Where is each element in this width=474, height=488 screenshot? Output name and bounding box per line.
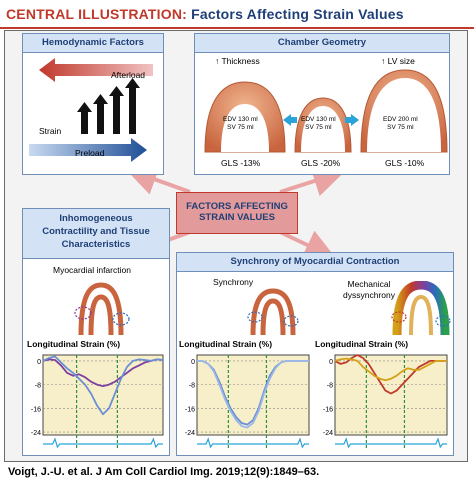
strain-series-line [334, 357, 447, 382]
y-tick-label: -8 [327, 383, 333, 390]
plot-background [334, 354, 448, 436]
y-tick-label: -16 [185, 406, 195, 413]
title-rule [0, 27, 474, 29]
strain-series-line [197, 360, 309, 429]
heart3-volumes: EDV 200 ml SV 75 ml [383, 116, 418, 132]
y-tick-label: 0 [191, 359, 195, 366]
synchrony-heart [247, 288, 299, 336]
synchrony-panel: Synchrony of Myocardial Contraction Sync… [176, 252, 454, 456]
strain-bars [77, 78, 140, 134]
dyssynchrony-label-l2: dyssynchrony [343, 290, 395, 300]
ecg-trace [43, 437, 163, 449]
y-tick-label: -16 [31, 406, 41, 413]
y-tick-label: -8 [35, 383, 41, 390]
center-box: FACTORS AFFECTING STRAIN VALUES [176, 192, 298, 234]
heart1-edv: EDV 130 ml [223, 116, 258, 123]
chamber-title: Chamber Geometry [195, 34, 449, 53]
infarction-label: Myocardial infarction [53, 265, 131, 275]
synchrony-title: Synchrony of Myocardial Contraction [177, 253, 453, 272]
heart-dilated-cavity [367, 78, 441, 152]
inhomogeneous-title-l3: Characteristics [61, 239, 131, 250]
preload-arrow [29, 138, 147, 162]
y-tick-label: -8 [189, 383, 195, 390]
chamber-graphic [204, 69, 448, 153]
mi-plot-title: Longitudinal Strain (%) [27, 339, 121, 349]
heart1-volumes: EDV 130 ml SV 75 ml [223, 116, 258, 132]
afterload-label: Afterload [111, 70, 146, 80]
inhomogeneous-title-l2: Contractility and Tissue [42, 226, 150, 237]
strain-series-line [42, 355, 164, 416]
arrow-left-cyan [283, 114, 297, 126]
heart-thick-cavity [221, 104, 269, 152]
title-text: Factors Affecting Strain Values [191, 6, 404, 22]
hemodynamic-graphic [29, 58, 153, 162]
ecg-trace [335, 437, 447, 449]
heart2-edv: EDV 130 ml [301, 116, 336, 123]
arrow-to-hemodynamic [124, 164, 191, 195]
inhomogeneous-title: Inhomogeneous Contractility and Tissue C… [23, 209, 169, 259]
heart2-gls: GLS -20% [301, 158, 341, 168]
dyssynchrony-label: Mechanical dyssynchrony [343, 279, 395, 301]
citation: Voigt, J.-U. et al. J Am Coll Cardiol Im… [8, 466, 320, 478]
illustration-title: CENTRAL ILLUSTRATION: Factors Affecting … [6, 6, 404, 22]
strain-series-line [334, 354, 447, 395]
strain-series-line [42, 358, 164, 387]
arrow-to-synchrony [279, 230, 337, 260]
sync-plot-title: Longitudinal Strain (%) [179, 339, 273, 349]
y-tick-label: -16 [323, 406, 333, 413]
dyssynchrony-label-l1: Mechanical [347, 279, 391, 289]
y-tick-label: 0 [37, 359, 41, 366]
center-line1: FACTORS AFFECTING [186, 201, 288, 212]
dyssync-plot-title: Longitudinal Strain (%) [315, 339, 409, 349]
inhomogeneous-panel: Inhomogeneous Contractility and Tissue C… [22, 208, 170, 456]
hemodynamic-title: Hemodynamic Factors [23, 34, 163, 53]
infarction-heart [74, 282, 130, 336]
center-line2: STRAIN VALUES [199, 212, 275, 223]
y-tick-label: -24 [31, 430, 41, 437]
thickness-label: ↑ Thickness [215, 56, 260, 66]
sync-strain-plot: 0 -8 -16 -24 [185, 354, 310, 449]
arrow-to-chamber [279, 165, 346, 197]
dyssync-strain-plot: 0 -8 -16 -24 [323, 354, 448, 449]
ecg-trace [197, 437, 309, 449]
y-tick-label: 0 [329, 359, 333, 366]
hemodynamic-panel: Hemodynamic Factors Afterload [22, 33, 164, 175]
chamber-panel: Chamber Geometry ↑ Thickness ↑ LV size [194, 33, 450, 175]
strain-label: Strain [39, 126, 62, 136]
y-tick-label: -24 [323, 430, 333, 437]
dyssynchrony-heart [391, 281, 451, 336]
heart1-gls: GLS -13% [221, 158, 261, 168]
heart3-edv: EDV 200 ml [383, 116, 418, 123]
heart3-gls: GLS -10% [385, 158, 425, 168]
preload-label: Preload [75, 148, 105, 158]
afterload-arrow [39, 58, 153, 82]
heart2-volumes: EDV 130 ml SV 75 ml [301, 116, 336, 132]
y-tick-label: -24 [185, 430, 195, 437]
mi-strain-plot: 0 -8 -16 -24 [31, 354, 164, 449]
synchrony-label: Synchrony [213, 277, 254, 287]
heart3-sv: SV 75 ml [387, 124, 414, 131]
arrow-right-cyan [345, 114, 359, 126]
plot-background [42, 354, 164, 436]
inhomogeneous-title-l1: Inhomogeneous [59, 213, 133, 224]
lvsize-label: ↑ LV size [381, 56, 415, 66]
title-label: CENTRAL ILLUSTRATION: [6, 6, 187, 22]
heart1-sv: SV 75 ml [227, 124, 254, 131]
heart2-sv: SV 75 ml [305, 124, 332, 131]
heart-normal-cavity [301, 106, 345, 152]
